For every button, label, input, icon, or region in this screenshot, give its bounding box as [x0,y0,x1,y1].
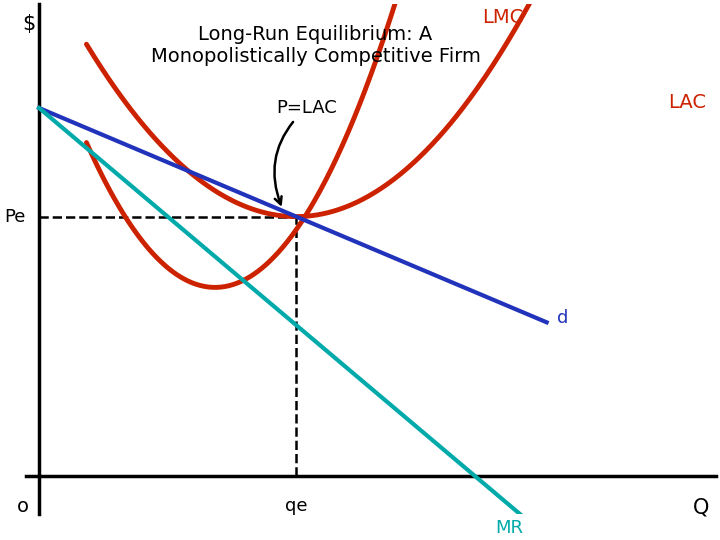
Text: d: d [557,308,568,327]
Text: Pe: Pe [4,207,25,226]
Text: MR: MR [495,519,523,537]
Text: Q: Q [693,497,709,517]
Text: qe: qe [285,497,307,516]
Text: P=LAC: P=LAC [274,99,337,204]
Text: o: o [17,497,29,516]
Text: Long-Run Equilibrium: A
Monopolistically Competitive Firm: Long-Run Equilibrium: A Monopolistically… [150,24,480,65]
Text: LAC: LAC [668,93,706,112]
Text: $: $ [22,14,35,33]
Text: LMC: LMC [482,8,523,27]
